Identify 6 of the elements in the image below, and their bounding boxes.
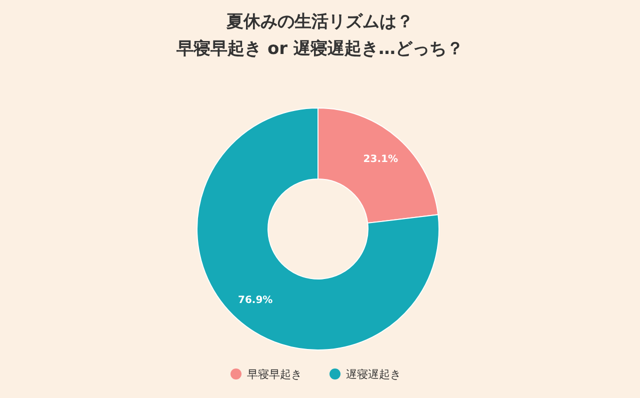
data-label: 76.9% xyxy=(238,295,273,306)
legend-label: 遅寝遅起き xyxy=(346,368,401,381)
chart-subtitle: 早寝早起き or 遅寝遅起き…どっち？ xyxy=(176,39,464,59)
data-label: 23.1% xyxy=(363,154,398,165)
legend-label: 早寝早起き xyxy=(247,368,302,381)
chart-title: 夏休みの生活リズムは？ xyxy=(226,12,414,32)
